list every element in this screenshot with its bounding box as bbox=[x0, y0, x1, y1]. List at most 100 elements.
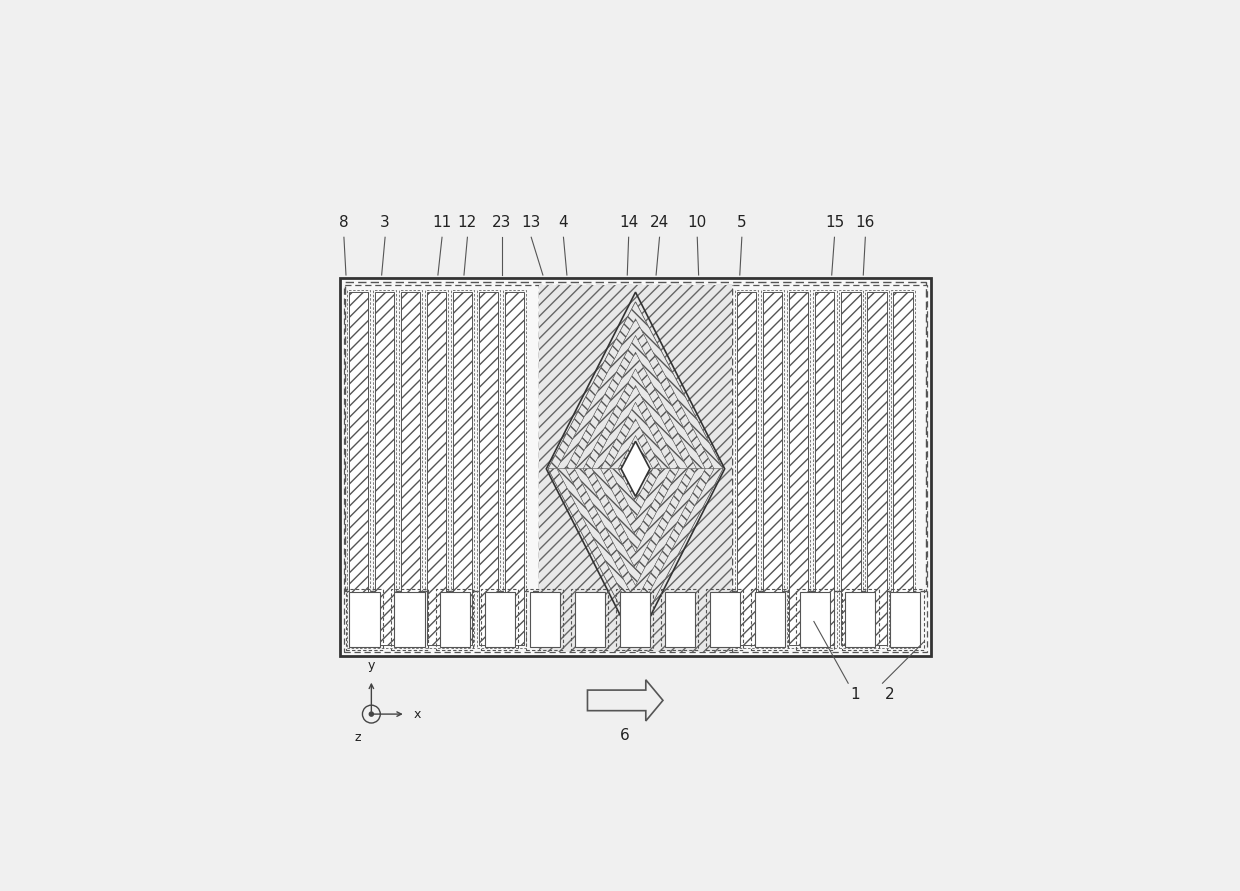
Bar bbox=[789, 292, 808, 645]
Bar bbox=[844, 592, 875, 647]
Bar bbox=[526, 589, 563, 650]
Bar bbox=[347, 290, 370, 648]
Text: 12: 12 bbox=[458, 216, 477, 231]
Polygon shape bbox=[600, 469, 671, 535]
Bar bbox=[505, 292, 525, 645]
Bar bbox=[539, 285, 732, 652]
Polygon shape bbox=[609, 419, 662, 469]
Polygon shape bbox=[565, 469, 706, 602]
Bar bbox=[761, 290, 785, 648]
Bar bbox=[868, 292, 887, 645]
Bar bbox=[787, 290, 811, 648]
Text: 3: 3 bbox=[381, 216, 389, 231]
Polygon shape bbox=[621, 441, 650, 496]
Bar bbox=[665, 592, 694, 647]
Bar bbox=[841, 292, 861, 645]
Polygon shape bbox=[548, 302, 723, 469]
Text: 6: 6 bbox=[620, 728, 630, 743]
Bar bbox=[481, 589, 518, 650]
Bar bbox=[796, 589, 833, 650]
Bar bbox=[346, 589, 383, 650]
Text: 2: 2 bbox=[884, 687, 894, 701]
Bar bbox=[620, 592, 650, 647]
Text: z: z bbox=[355, 732, 361, 744]
Bar bbox=[401, 292, 420, 645]
Polygon shape bbox=[557, 469, 714, 619]
Bar bbox=[890, 592, 920, 647]
Bar bbox=[373, 290, 396, 648]
Text: 11: 11 bbox=[433, 216, 451, 231]
Text: 13: 13 bbox=[522, 216, 541, 231]
Text: 10: 10 bbox=[688, 216, 707, 231]
Polygon shape bbox=[574, 352, 697, 469]
Bar bbox=[425, 290, 448, 648]
Bar bbox=[815, 292, 835, 645]
Bar bbox=[479, 292, 498, 645]
Polygon shape bbox=[609, 469, 662, 519]
Polygon shape bbox=[583, 369, 688, 469]
Bar bbox=[755, 592, 785, 647]
Bar bbox=[751, 589, 789, 650]
Text: x: x bbox=[414, 707, 422, 721]
Bar bbox=[539, 285, 732, 652]
Bar bbox=[735, 290, 759, 648]
Bar bbox=[436, 589, 474, 650]
Bar bbox=[707, 589, 744, 650]
Bar bbox=[503, 290, 527, 648]
Bar bbox=[574, 592, 605, 647]
Bar bbox=[813, 290, 837, 648]
Bar bbox=[539, 285, 732, 652]
Bar bbox=[529, 592, 559, 647]
Polygon shape bbox=[626, 469, 645, 486]
Polygon shape bbox=[548, 469, 723, 635]
Bar bbox=[800, 592, 830, 647]
Polygon shape bbox=[583, 469, 688, 569]
Bar bbox=[887, 589, 924, 650]
Bar bbox=[842, 589, 879, 650]
Text: 4: 4 bbox=[559, 216, 568, 231]
Bar bbox=[661, 589, 698, 650]
Bar bbox=[427, 292, 446, 645]
Text: 1: 1 bbox=[851, 687, 859, 701]
Polygon shape bbox=[618, 436, 653, 469]
Bar bbox=[350, 592, 379, 647]
Polygon shape bbox=[557, 319, 714, 469]
Polygon shape bbox=[574, 469, 697, 585]
Bar bbox=[485, 592, 515, 647]
Polygon shape bbox=[618, 469, 653, 503]
Text: 23: 23 bbox=[492, 216, 511, 231]
Bar bbox=[451, 290, 474, 648]
Bar bbox=[763, 292, 782, 645]
Text: 15: 15 bbox=[825, 216, 844, 231]
Circle shape bbox=[370, 712, 373, 716]
Bar bbox=[394, 592, 424, 647]
Text: 14: 14 bbox=[619, 216, 639, 231]
Bar bbox=[572, 589, 609, 650]
Text: 16: 16 bbox=[856, 216, 875, 231]
Bar bbox=[892, 290, 915, 648]
Polygon shape bbox=[591, 469, 680, 552]
Bar bbox=[477, 290, 501, 648]
Text: 8: 8 bbox=[339, 216, 348, 231]
Bar bbox=[839, 290, 863, 648]
Bar bbox=[709, 592, 740, 647]
Bar bbox=[341, 278, 930, 656]
Bar bbox=[348, 292, 368, 645]
Bar bbox=[399, 290, 422, 648]
Bar bbox=[866, 290, 889, 648]
Bar bbox=[374, 292, 394, 645]
Bar bbox=[453, 292, 472, 645]
Polygon shape bbox=[600, 402, 671, 469]
Bar bbox=[616, 589, 653, 650]
Bar bbox=[732, 285, 928, 652]
Polygon shape bbox=[591, 386, 680, 469]
Bar bbox=[345, 282, 926, 591]
Bar bbox=[894, 292, 913, 645]
Text: y: y bbox=[368, 658, 374, 672]
Text: 24: 24 bbox=[650, 216, 670, 231]
Bar bbox=[737, 292, 756, 645]
Polygon shape bbox=[626, 452, 645, 469]
Bar bbox=[343, 285, 539, 652]
Polygon shape bbox=[565, 335, 706, 469]
Bar bbox=[391, 589, 428, 650]
